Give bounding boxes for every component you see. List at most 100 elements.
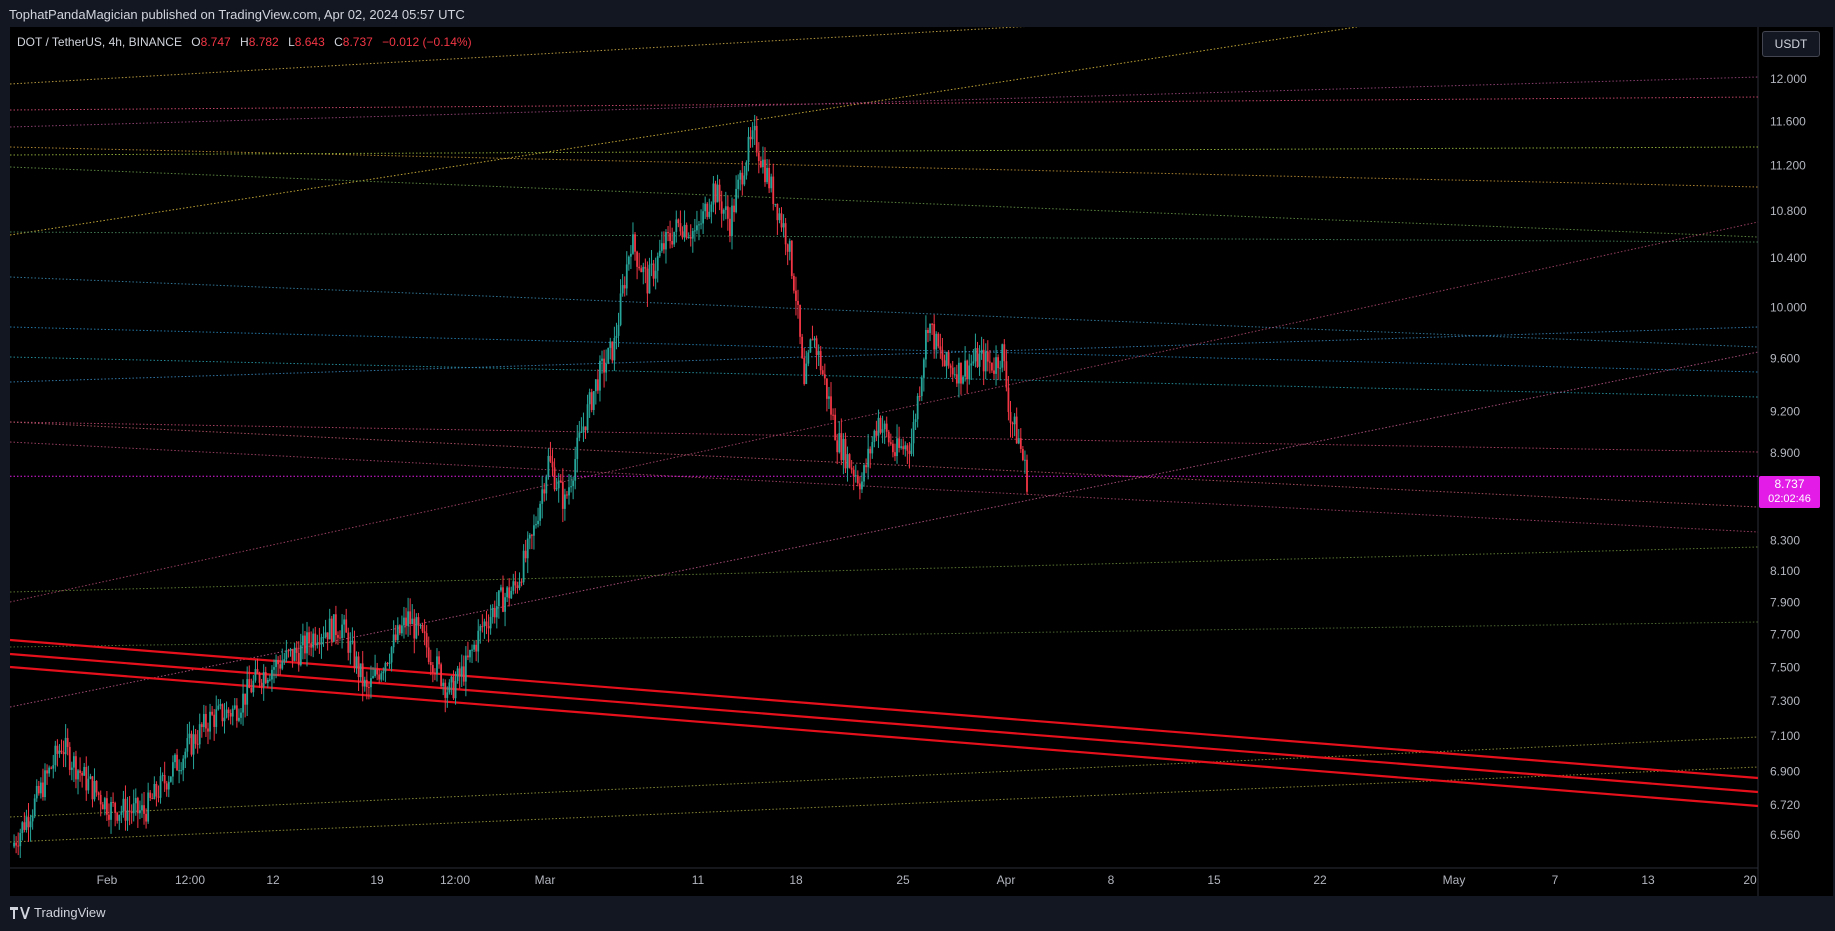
candle-body: [469, 650, 471, 658]
candle-body: [244, 693, 247, 705]
price-tick-label: 7.900: [1770, 595, 1800, 609]
candle-body: [264, 672, 267, 683]
candle-body: [881, 429, 884, 433]
publish-bar: TophatPandaMagician published on Trading…: [0, 0, 1835, 27]
candle-body: [361, 663, 364, 687]
candle-body: [733, 205, 735, 213]
symbol-label: DOT / TetherUS, 4h, BINANCE: [17, 35, 182, 49]
candle-body: [551, 461, 554, 468]
candle-body: [194, 734, 197, 744]
candle-body: [202, 714, 205, 728]
candle-body: [572, 480, 575, 487]
candle-body: [405, 617, 407, 626]
trendline: [10, 221, 1759, 603]
candle-body: [724, 206, 727, 210]
candle-body: [580, 431, 583, 433]
chart-area[interactable]: 12.000 11.600 11.200 10.800 10.400 10.000 9.60…: [10, 27, 1833, 896]
candle-body: [582, 426, 585, 432]
candle-body: [411, 618, 414, 625]
candle-body: [357, 656, 360, 678]
candle-body: [256, 669, 259, 674]
candle-body: [873, 430, 876, 443]
candle-body: [456, 668, 459, 681]
close-key: C: [334, 35, 343, 49]
candle-body: [54, 745, 57, 766]
candle-body: [599, 360, 601, 391]
candle-body: [95, 780, 98, 793]
candle-body: [925, 329, 927, 360]
trendline: [10, 356, 1759, 398]
price-tick-label: 7.700: [1770, 627, 1800, 641]
candle-body: [66, 737, 69, 747]
high-key: H: [240, 35, 249, 49]
trendline: [10, 166, 1759, 238]
candle-body: [407, 611, 409, 626]
candle-body: [440, 664, 443, 687]
candle-body: [442, 682, 445, 687]
candle-body: [885, 423, 888, 432]
candle-body: [726, 206, 729, 219]
candle-body: [685, 224, 688, 238]
candle-body: [454, 680, 457, 699]
candle-body: [844, 438, 847, 469]
candle-body: [741, 172, 744, 185]
candle-body: [372, 676, 374, 679]
candle-body: [970, 363, 973, 366]
candle-body: [487, 626, 490, 629]
candle-body: [739, 172, 742, 180]
candle-body: [623, 285, 626, 289]
price-tick-label: 12.000: [1770, 72, 1807, 86]
price-chart[interactable]: 12.000 11.600 11.200 10.800 10.400 10.000 9.60…: [10, 27, 1833, 896]
candle-body: [316, 642, 319, 645]
published-info: TophatPandaMagician published on Trading…: [9, 7, 465, 22]
candle-body: [306, 632, 308, 654]
candle-body: [233, 705, 236, 709]
candle-body: [380, 673, 383, 680]
candle-body: [392, 634, 395, 648]
candle-body: [56, 745, 59, 754]
currency-button[interactable]: USDT: [1762, 31, 1820, 57]
candle-body: [904, 445, 907, 450]
candle-body: [198, 724, 201, 745]
candle-body: [539, 503, 542, 521]
candle-body: [520, 581, 523, 583]
candle-body: [23, 822, 26, 830]
candle-body: [60, 750, 63, 753]
candle-body: [351, 640, 354, 642]
candle-body: [578, 432, 581, 438]
candle-body: [283, 659, 286, 662]
tradingview-logo[interactable]: TradingView: [10, 905, 106, 920]
candle-body: [630, 253, 632, 257]
candle-body: [229, 713, 232, 717]
candle-body: [980, 349, 983, 354]
candle-body: [834, 414, 837, 441]
candle-body: [795, 290, 797, 301]
candle-body: [681, 231, 684, 238]
candle-body: [962, 376, 964, 384]
candle-body: [238, 717, 240, 721]
candle-body: [87, 778, 90, 791]
candle-body: [394, 634, 397, 641]
time-tick-label: 19: [370, 873, 384, 887]
candle-body: [654, 270, 657, 279]
candle-body: [772, 176, 775, 204]
candle-body: [326, 632, 329, 640]
candle-body: [1011, 422, 1014, 425]
candle-body: [889, 442, 892, 444]
candle-body: [673, 231, 676, 245]
candle-body: [900, 446, 903, 448]
high-value: 8.782: [248, 35, 279, 49]
candle-body: [966, 360, 969, 380]
time-tick-label: 8: [1108, 873, 1115, 887]
candle-body: [141, 805, 143, 811]
candle-body: [854, 475, 857, 477]
candle-body: [462, 666, 465, 682]
candle-body: [737, 179, 740, 189]
candle-body: [512, 581, 515, 591]
candle-body: [72, 756, 75, 768]
candle-body: [865, 465, 867, 468]
candle-body: [1009, 411, 1012, 423]
candle-body: [452, 676, 455, 699]
candle-body: [332, 614, 335, 642]
candle-body: [27, 817, 30, 828]
